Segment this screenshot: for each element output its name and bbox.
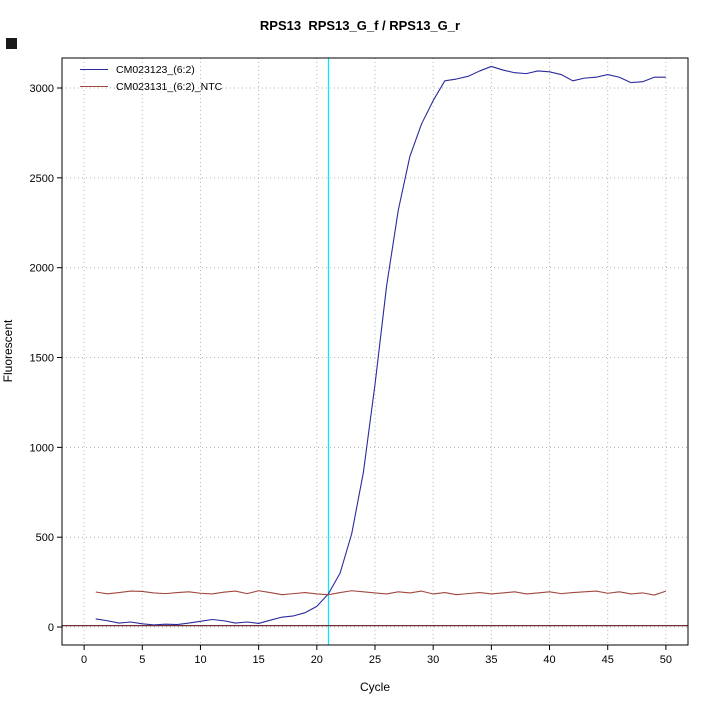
x-axis-label: Cycle (359, 680, 390, 694)
svg-text:35: 35 (485, 654, 497, 666)
svg-text:25: 25 (369, 654, 381, 666)
svg-text:30: 30 (427, 654, 439, 666)
chart-title: RPS13 RPS13_G_f / RPS13_G_r (259, 18, 461, 33)
svg-text:15: 15 (253, 654, 265, 666)
legend-line-sample-icon (80, 69, 108, 70)
svg-text:2500: 2500 (30, 173, 54, 185)
svg-text:5: 5 (139, 654, 145, 666)
svg-text:40: 40 (543, 654, 555, 666)
svg-text:0: 0 (48, 622, 54, 634)
svg-text:1000: 1000 (30, 442, 54, 454)
legend-label-ntc: CM023131_(6:2)_NTC (116, 80, 223, 93)
corner-marker (6, 38, 17, 49)
svg-text:50: 50 (660, 654, 672, 666)
svg-text:3000: 3000 (30, 83, 54, 95)
legend: CM023123_(6:2) CM023131_(6:2)_NTC (80, 63, 222, 93)
legend-item-sample: CM023123_(6:2) (80, 63, 222, 76)
svg-text:10: 10 (194, 654, 206, 666)
y-axis-label: Fluorescent (1, 319, 15, 383)
svg-text:2000: 2000 (30, 263, 54, 275)
legend-item-ntc: CM023131_(6:2)_NTC (80, 80, 222, 93)
svg-text:0: 0 (81, 654, 87, 666)
legend-line-ntc-icon (80, 86, 108, 87)
svg-text:20: 20 (311, 654, 323, 666)
svg-text:500: 500 (36, 532, 54, 544)
svg-text:1500: 1500 (30, 353, 54, 365)
legend-label-sample: CM023123_(6:2) (116, 63, 195, 76)
svg-text:45: 45 (602, 654, 614, 666)
